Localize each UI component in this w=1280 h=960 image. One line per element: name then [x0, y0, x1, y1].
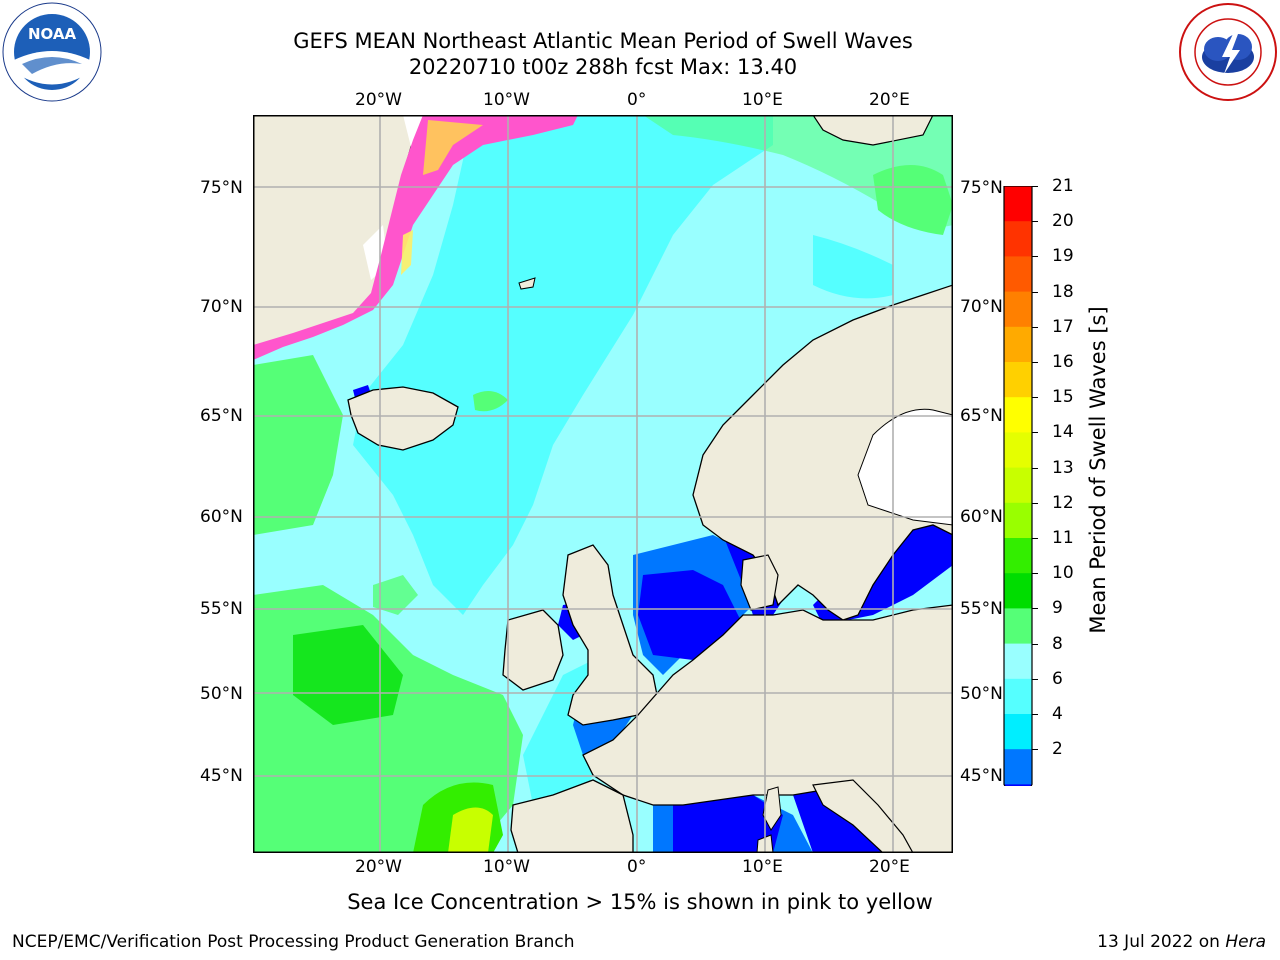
colorbar-tick-mark: [1032, 186, 1038, 187]
lon-label-20w-bottom: 20°W: [355, 857, 402, 877]
colorbar-swatch: [1004, 573, 1032, 609]
lat-label-70n-left: 70°N: [200, 297, 243, 317]
chart-subtitle: 20220710 t00z 288h fcst Max: 13.40: [408, 55, 798, 79]
chart-title: GEFS MEAN Northeast Atlantic Mean Period…: [293, 29, 913, 53]
colorbar-tick-mark: [1032, 538, 1038, 539]
colorbar-swatch: [1004, 538, 1032, 574]
colorbar-tick-mark: [1032, 256, 1038, 258]
colorbar-tick-label: 10: [1052, 563, 1074, 584]
colorbar-tick-label: 8: [1052, 633, 1063, 654]
colorbar-tick-mark: [1032, 326, 1038, 328]
lat-label-50n-left: 50°N: [200, 684, 243, 704]
colorbar: [1000, 185, 1036, 812]
colorbar-tick-label: 2: [1052, 739, 1063, 760]
lon-label-10w-bottom: 10°W: [483, 857, 530, 877]
colorbar-tick-label: 16: [1052, 352, 1074, 372]
colorbar-label: Mean Period of Swell Waves [s]: [1086, 306, 1110, 634]
lat-label-45n-right: 45°N: [960, 766, 1003, 786]
colorbar-swatch: [1004, 256, 1032, 293]
lat-label-75n-right: 75°N: [960, 178, 1003, 198]
colorbar-tick-mark: [1032, 291, 1038, 293]
colorbar-tick-label: 20: [1052, 211, 1074, 232]
colorbar-tick-mark: [1032, 749, 1038, 751]
colorbar-tick-label: 21: [1052, 176, 1074, 196]
colorbar-tick-label: 4: [1052, 704, 1063, 724]
lon-label-10e-bottom: 10°E: [742, 857, 783, 877]
lat-label-55n-left: 55°N: [200, 599, 243, 619]
lon-label-20w-top: 20°W: [355, 90, 402, 110]
colorbar-tick-label: 9: [1052, 598, 1063, 619]
colorbar-swatch: [1004, 186, 1032, 222]
lon-label-0-top: 0°: [627, 90, 647, 110]
colorbar-swatch: [1004, 467, 1032, 504]
colorbar-tick-label: 19: [1052, 246, 1074, 267]
colorbar-extend-arrow: [1004, 784, 1032, 811]
lon-label-10w-top: 10°W: [483, 90, 530, 110]
colorbar-tick-label: 14: [1052, 422, 1074, 443]
colorbar-tick-label: 17: [1052, 316, 1074, 337]
lon-label-10e-top: 10°E: [742, 90, 783, 110]
footer-date: 13 Jul 2022 on Hera: [1097, 932, 1266, 952]
colorbar-tick-label: 15: [1052, 387, 1074, 408]
colorbar-swatch: [1004, 326, 1032, 363]
colorbar-tick-label: 13: [1052, 457, 1074, 478]
colorbar-tick-mark: [1032, 221, 1038, 223]
lat-label-60n-left: 60°N: [200, 507, 243, 527]
colorbar-swatch: [1004, 643, 1032, 680]
colorbar-tick-label: 18: [1052, 281, 1074, 302]
lon-label-20e-bottom: 20°E: [869, 857, 910, 877]
colorbar-tick-mark: [1032, 678, 1038, 680]
colorbar-swatch: [1004, 502, 1032, 539]
colorbar-swatch: [1004, 714, 1032, 750]
ice-note: Sea Ice Concentration > 15% is shown in …: [347, 890, 933, 914]
footer-date-text: 13 Jul 2022 on: [1097, 932, 1226, 952]
noaa-logo-text: NOAA: [28, 25, 77, 43]
colorbar-tick-mark: [1032, 608, 1038, 610]
colorbar-tick-mark: [1032, 432, 1038, 434]
lat-label-75n-left: 75°N: [200, 178, 243, 198]
colorbar-swatch: [1004, 432, 1032, 469]
lon-label-0-bottom: 0°: [627, 857, 647, 877]
noaa-logo: NOAA: [2, 2, 102, 102]
lat-label-55n-right: 55°N: [960, 599, 1003, 619]
footer-host: Hera: [1225, 932, 1266, 952]
lat-label-70n-right: 70°N: [960, 297, 1003, 317]
colorbar-tick-label: 11: [1052, 528, 1074, 548]
colorbar-swatch: [1004, 397, 1032, 433]
colorbar-tick-mark: [1032, 502, 1038, 504]
lat-label-65n-right: 65°N: [960, 406, 1003, 426]
nws-logo: [1178, 2, 1278, 102]
colorbar-tick-mark: [1032, 714, 1038, 715]
lat-label-45n-left: 45°N: [200, 766, 243, 786]
swell-period-map: [252, 114, 954, 854]
colorbar-tick-mark: [1032, 643, 1038, 645]
lat-label-65n-left: 65°N: [200, 406, 243, 426]
graticule: [253, 115, 953, 853]
lat-label-60n-right: 60°N: [960, 507, 1003, 527]
colorbar-tick-label: 6: [1052, 668, 1063, 689]
colorbar-tick-label: 12: [1052, 492, 1074, 513]
colorbar-ticks: 21 20 19 18 17 16 15 14 13 12 11 10 9 8 6 4 2: [1032, 0, 1090, 960]
lat-label-50n-right: 50°N: [960, 684, 1003, 704]
colorbar-swatch: [1004, 749, 1032, 785]
colorbar-swatch: [1004, 608, 1032, 645]
colorbar-swatch: [1004, 291, 1032, 328]
colorbar-tick-mark: [1032, 397, 1038, 399]
map-border: [253, 115, 953, 853]
colorbar-swatch: [1004, 221, 1032, 257]
colorbar-tick-mark: [1032, 362, 1038, 363]
colorbar-tick-mark: [1032, 467, 1038, 469]
colorbar-tick-mark: [1032, 573, 1038, 575]
colorbar-swatch: [1004, 362, 1032, 398]
lon-label-20e-top: 20°E: [869, 90, 910, 110]
colorbar-swatch: [1004, 678, 1032, 715]
footer-branch: NCEP/EMC/Verification Post Processing Pr…: [12, 932, 575, 952]
